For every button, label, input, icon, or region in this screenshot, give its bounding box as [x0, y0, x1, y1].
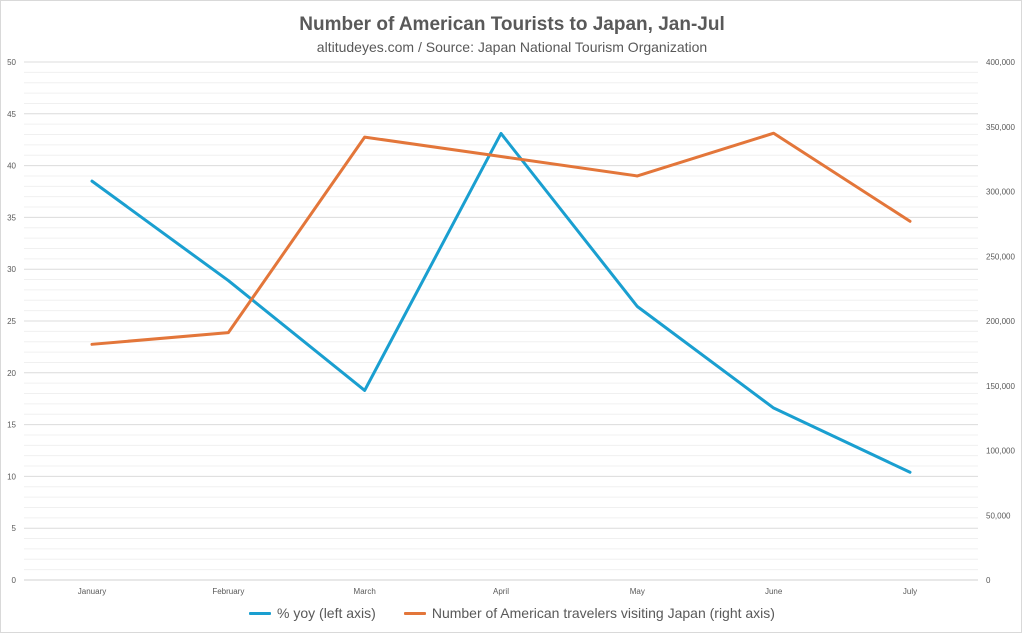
x-axis-tick-label: May: [630, 587, 645, 596]
legend-label-yoy: % yoy (left axis): [277, 605, 376, 621]
left-axis-tick-label: 40: [7, 162, 16, 171]
minor-gridlines: [24, 71, 978, 571]
x-axis-tick-label: January: [78, 587, 106, 596]
right-axis-tick-label: 350,000: [986, 123, 1015, 132]
left-axis-tick-label: 0: [12, 576, 17, 585]
left-axis-tick-label: 5: [12, 524, 17, 533]
legend-item-yoy: % yoy (left axis): [249, 605, 376, 621]
legend-swatch-yoy: [249, 611, 272, 615]
x-axis-tick-label: July: [903, 587, 917, 596]
x-axis-tick-labels: January February March April May June July: [78, 587, 917, 596]
left-axis-tick-label: 10: [7, 472, 16, 481]
right-axis-tick-label: 300,000: [986, 188, 1015, 197]
series-line-travelers: [90, 131, 912, 346]
left-axis-tick-label: 30: [7, 265, 16, 274]
chart-legend: % yoy (left axis) Number of American tra…: [0, 605, 1024, 621]
left-axis-tick-label: 25: [7, 317, 16, 326]
right-axis-tick-label: 400,000: [986, 58, 1015, 67]
x-axis-tick-label: March: [354, 587, 376, 596]
left-axis-tick-label: 15: [7, 421, 16, 430]
right-axis-tick-label: 150,000: [986, 382, 1015, 391]
x-axis-tick-label: April: [493, 587, 509, 596]
left-axis-tick-label: 20: [7, 369, 16, 378]
legend-label-travelers: Number of American travelers visiting Ja…: [431, 605, 775, 621]
series-line-yoy: [90, 131, 912, 474]
chart-title: Number of American Tourists to Japan, Ja…: [299, 14, 725, 35]
left-axis-tick-labels: 0 5 10 15 20 25 30 35 40 45 50: [7, 58, 16, 585]
left-axis-tick-label: 45: [7, 110, 16, 119]
series-lines: [90, 131, 912, 474]
legend-item-travelers: Number of American travelers visiting Ja…: [403, 605, 775, 621]
right-axis-tick-label: 50,000: [986, 511, 1011, 520]
x-axis-tick-label: June: [765, 587, 783, 596]
right-axis-tick-label: 0: [986, 576, 991, 585]
left-axis-tick-label: 35: [7, 213, 16, 222]
major-gridlines: [24, 61, 978, 581]
x-axis-tick-label: February: [212, 587, 244, 596]
right-axis-tick-labels: 0 50,000 100,000 150,000 200,000 250,000 300,0…: [986, 58, 1015, 585]
left-axis-tick-label: 50: [7, 58, 16, 67]
right-axis-tick-label: 250,000: [986, 252, 1015, 261]
right-axis-tick-label: 200,000: [986, 317, 1015, 326]
chart-subtitle: altitudeyes.com / Source: Japan National…: [316, 39, 708, 55]
legend-swatch-travelers: [403, 611, 426, 615]
right-axis-tick-label: 100,000: [986, 447, 1015, 456]
